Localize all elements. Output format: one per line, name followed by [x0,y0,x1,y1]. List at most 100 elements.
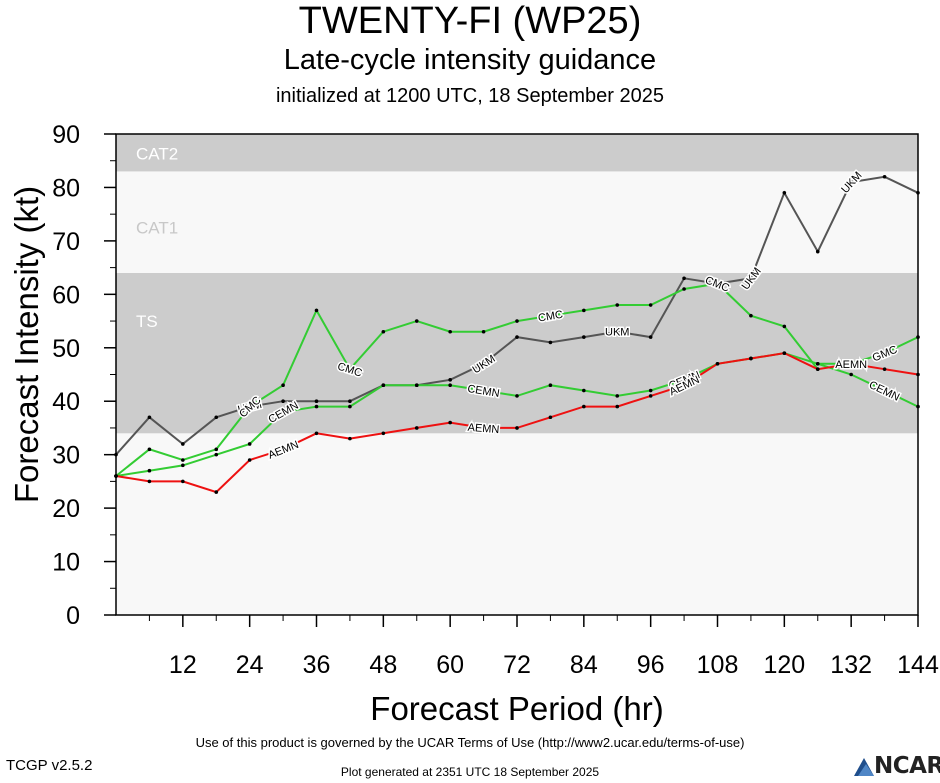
version-label: TCGP v2.5.2 [6,757,93,774]
point-aemn [815,367,820,371]
point-cemn [515,394,519,398]
point-cmc [481,329,486,334]
point-aemn [648,394,653,398]
point-ukm [181,442,185,446]
init-time: initialized at 1200 UTC, 18 September 20… [275,85,664,107]
x-tick-label: 144 [897,651,939,679]
point-cmc [314,308,319,313]
point-ukm [147,415,152,420]
x-tick-label: 60 [436,651,464,679]
point-ukm [882,174,887,179]
point-cemn [682,378,686,382]
point-cemn [448,383,452,387]
point-cemn [214,452,219,457]
x-tick-label: 24 [236,651,264,679]
point-cmc [749,313,753,318]
x-tick-label: 96 [637,651,665,679]
y-axis-label: Forecast Intensity (kt) [8,186,45,503]
point-ukm [782,190,787,195]
point-cmc [147,447,152,452]
generated-timestamp: Plot generated at 2351 UTC 18 September … [340,765,600,779]
point-cemn [815,362,820,366]
point-gmc [882,351,887,355]
point-ukm [849,180,853,184]
point-aemn [615,404,620,409]
point-cmc [381,329,386,334]
point-cemn [314,404,319,409]
point-cemn [381,383,386,387]
point-aemn [147,479,152,484]
point-cemn [582,388,586,393]
point-aemn [348,436,352,441]
point-aemn [247,458,252,462]
point-cmc [414,319,419,323]
point-aemn [414,426,419,430]
point-cmc [247,404,252,409]
ncar-logo: NCAR [852,752,940,780]
point-aemn [281,447,285,452]
point-aemn [582,404,586,409]
band-label-cat2: CAT2 [136,145,178,164]
point-cmc [582,308,586,313]
point-aemn [782,351,787,355]
point-cemn [882,388,887,393]
point-cmc [281,383,285,387]
point-ukm [481,362,486,366]
series-line-cmc [115,282,819,477]
band-cat1 [116,171,918,273]
point-ukm [281,399,285,404]
point-aemn [314,431,319,436]
point-cemn [849,372,853,377]
point-aemn [882,367,887,371]
point-cmc [615,303,620,307]
point-cemn [147,468,152,473]
y-tick-label: 0 [66,602,80,630]
point-cmc [515,319,519,323]
point-ukm [749,276,753,281]
point-cemn [181,463,185,468]
chart-subtitle: Late-cycle intensity guidance [283,44,657,76]
point-aemn [381,431,386,436]
y-tick-label: 10 [52,549,80,577]
x-axis-label: Forecast Period (hr) [370,690,663,727]
x-tick-label: 36 [303,651,331,679]
point-ukm [815,249,820,254]
x-tick-label: 12 [169,651,197,679]
band-ts [116,272,918,434]
point-cemn [247,442,252,446]
band-cat2 [116,134,918,172]
ncar-swoosh-icon [854,758,874,776]
point-cmc [448,329,452,334]
point-cmc [214,447,219,452]
y-tick-label: 40 [52,388,80,416]
point-ukm [682,276,686,281]
x-tick-label: 72 [503,651,531,679]
y-tick-label: 20 [52,495,80,523]
point-aemn [715,362,720,366]
point-aemn [515,426,519,430]
x-tick-label: 108 [697,651,739,679]
point-cemn [481,388,486,393]
x-tick-label: 48 [369,651,397,679]
series-label-cmc: CMC [537,309,564,325]
point-cemn [348,404,352,409]
point-cmc [548,313,553,318]
y-tick-label: 50 [52,335,80,363]
y-tick-label: 90 [52,121,80,149]
point-cemn [648,388,653,393]
y-tick-label: 60 [52,281,80,309]
series-line-gmc [817,336,919,365]
point-cmc [348,367,352,371]
point-ukm [314,399,319,404]
x-tick-label: 84 [570,651,598,679]
point-aemn [181,479,185,484]
point-aemn [481,426,486,430]
point-aemn [682,383,686,387]
point-ukm [548,340,553,345]
point-ukm [348,399,352,404]
series-label-aemn: AEMN [835,359,867,371]
point-cmc [782,324,787,329]
point-cemn [281,410,285,414]
series-label-aemn: AEMN [467,422,500,437]
